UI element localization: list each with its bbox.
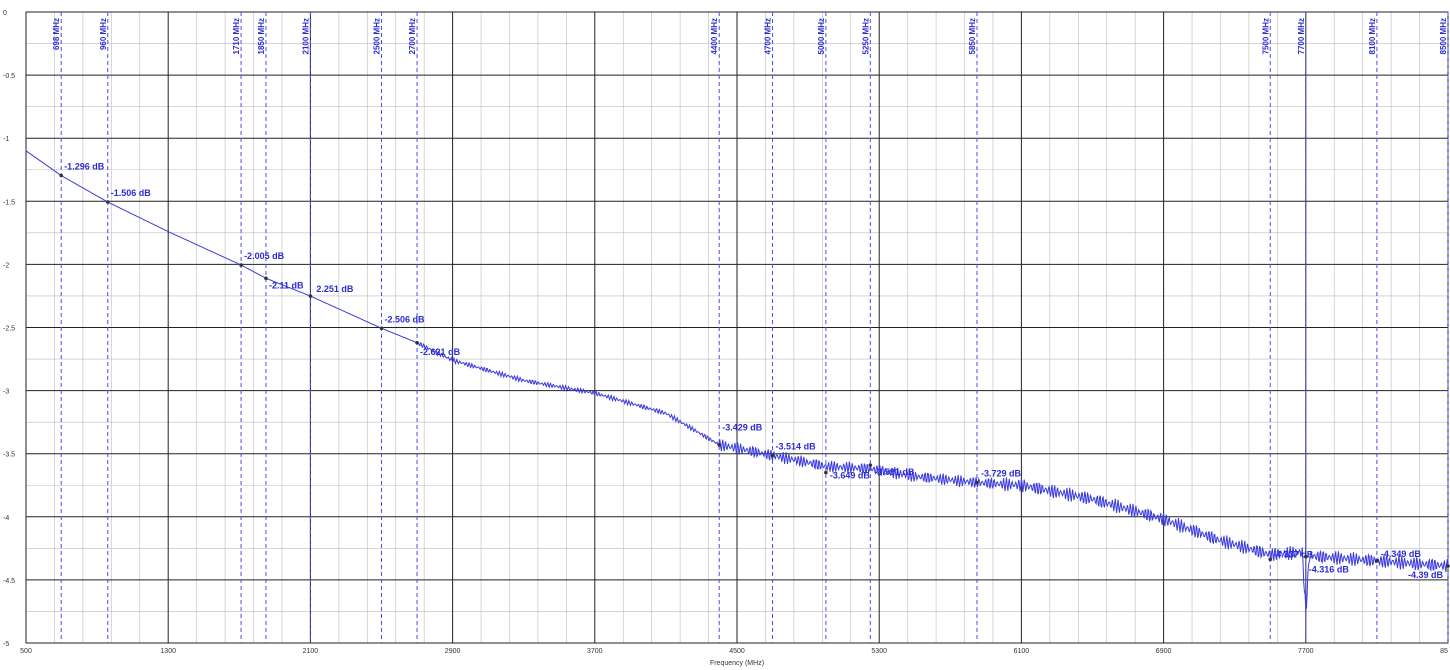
marker-value-label: -2.005 dB xyxy=(244,251,285,261)
marker-frequency-label: 2700 MHz xyxy=(408,18,417,54)
marker-value-label: -3.649 dB xyxy=(830,471,871,481)
x-tick-label: 5300 xyxy=(871,648,887,655)
marker-frequency-label: 960 MHz xyxy=(99,18,108,50)
marker-point xyxy=(415,340,419,345)
marker-point xyxy=(379,326,384,331)
x-tick-label: 6100 xyxy=(1014,648,1030,655)
marker-frequency-label: 5000 MHz xyxy=(817,18,826,54)
y-tick-label: -2.5 xyxy=(3,326,15,333)
marker-frequency-label: 1850 MHz xyxy=(257,18,266,54)
x-tick-label: 2100 xyxy=(303,648,319,655)
marker-frequency-label: 4400 MHz xyxy=(710,18,719,54)
y-tick-label: -2 xyxy=(3,262,9,269)
y-tick-label: -1 xyxy=(3,136,9,143)
marker-frequency-label: 8500 MHz xyxy=(1439,18,1448,54)
y-tick-label: 0 xyxy=(3,10,7,17)
y-tick-label: -0.5 xyxy=(3,73,15,80)
marker-frequency-label: 5850 MHz xyxy=(968,18,977,54)
marker-value-label: -4.316 dB xyxy=(1309,565,1350,575)
y-tick-label: -3 xyxy=(3,389,9,396)
marker-value-label: -2.11 dB xyxy=(269,280,304,290)
marker-frequency-label: 7500 MHz xyxy=(1261,18,1270,54)
x-tick-label: 6900 xyxy=(1156,648,1172,655)
marker-point xyxy=(1375,559,1379,563)
marker-value-label: -3.514 dB xyxy=(776,441,817,451)
x-tick-label: 1300 xyxy=(160,648,176,655)
marker-frequency-label: 698 MHz xyxy=(52,18,61,50)
y-tick-label: -1.5 xyxy=(3,199,15,206)
marker-point xyxy=(308,294,313,298)
marker-value-label: -1.506 dB xyxy=(111,188,152,198)
marker-value-label: -4.349 dB xyxy=(1381,549,1422,559)
marker-point xyxy=(59,173,63,178)
response-trace xyxy=(25,150,1449,610)
x-axis-title: Frequency (MHz) xyxy=(710,660,764,667)
x-tick-label: 7700 xyxy=(1298,648,1314,655)
y-tick-label: -4.5 xyxy=(3,578,15,585)
x-tick-label: 500 xyxy=(20,648,32,655)
marker-value-label: 2.251 dB xyxy=(316,284,354,294)
marker-point xyxy=(824,470,828,475)
marker-point xyxy=(264,276,268,281)
marker-value-label: -4.39 dB xyxy=(1408,570,1444,580)
marker-value-label: -2.621 dB xyxy=(420,347,461,357)
marker-frequency-label: 1710 MHz xyxy=(232,18,241,54)
marker-point xyxy=(1304,554,1308,559)
marker-value-label: -4.337 dB xyxy=(1273,549,1314,559)
marker-point xyxy=(1268,557,1273,562)
marker-frequency-label: 5250 MHz xyxy=(861,18,870,54)
x-tick-label: 3700 xyxy=(587,648,603,655)
marker-frequency-label: 8100 MHz xyxy=(1368,18,1377,54)
marker-point xyxy=(717,442,722,447)
marker-point xyxy=(105,200,110,204)
marker-point xyxy=(770,453,775,458)
y-tick-label: -4 xyxy=(3,515,9,522)
y-tick-label: -5 xyxy=(3,641,9,648)
marker-point xyxy=(868,463,873,467)
marker-point xyxy=(975,480,979,485)
x-tick-label: 85 xyxy=(1440,648,1448,655)
marker-value-label: -3.429 dB xyxy=(722,423,763,433)
marker-value-label: -2.506 dB xyxy=(385,314,426,324)
marker-frequency-label: 7700 MHz xyxy=(1297,18,1306,54)
marker-frequency-label: 4700 MHz xyxy=(764,18,773,54)
marker-value-label: -3.591 dB xyxy=(874,467,915,477)
x-tick-label: 2900 xyxy=(445,648,461,655)
marker-frequency-label: 2500 MHz xyxy=(373,18,382,54)
marker-point xyxy=(1446,564,1450,568)
marker-value-label: -1.296 dB xyxy=(64,162,105,172)
marker-point xyxy=(239,263,243,267)
y-tick-label: -3.5 xyxy=(3,452,15,459)
marker-frequency-label: 2100 MHz xyxy=(301,18,310,54)
marker-value-label: -3.729 dB xyxy=(981,469,1022,479)
x-tick-label: 4500 xyxy=(729,648,745,655)
